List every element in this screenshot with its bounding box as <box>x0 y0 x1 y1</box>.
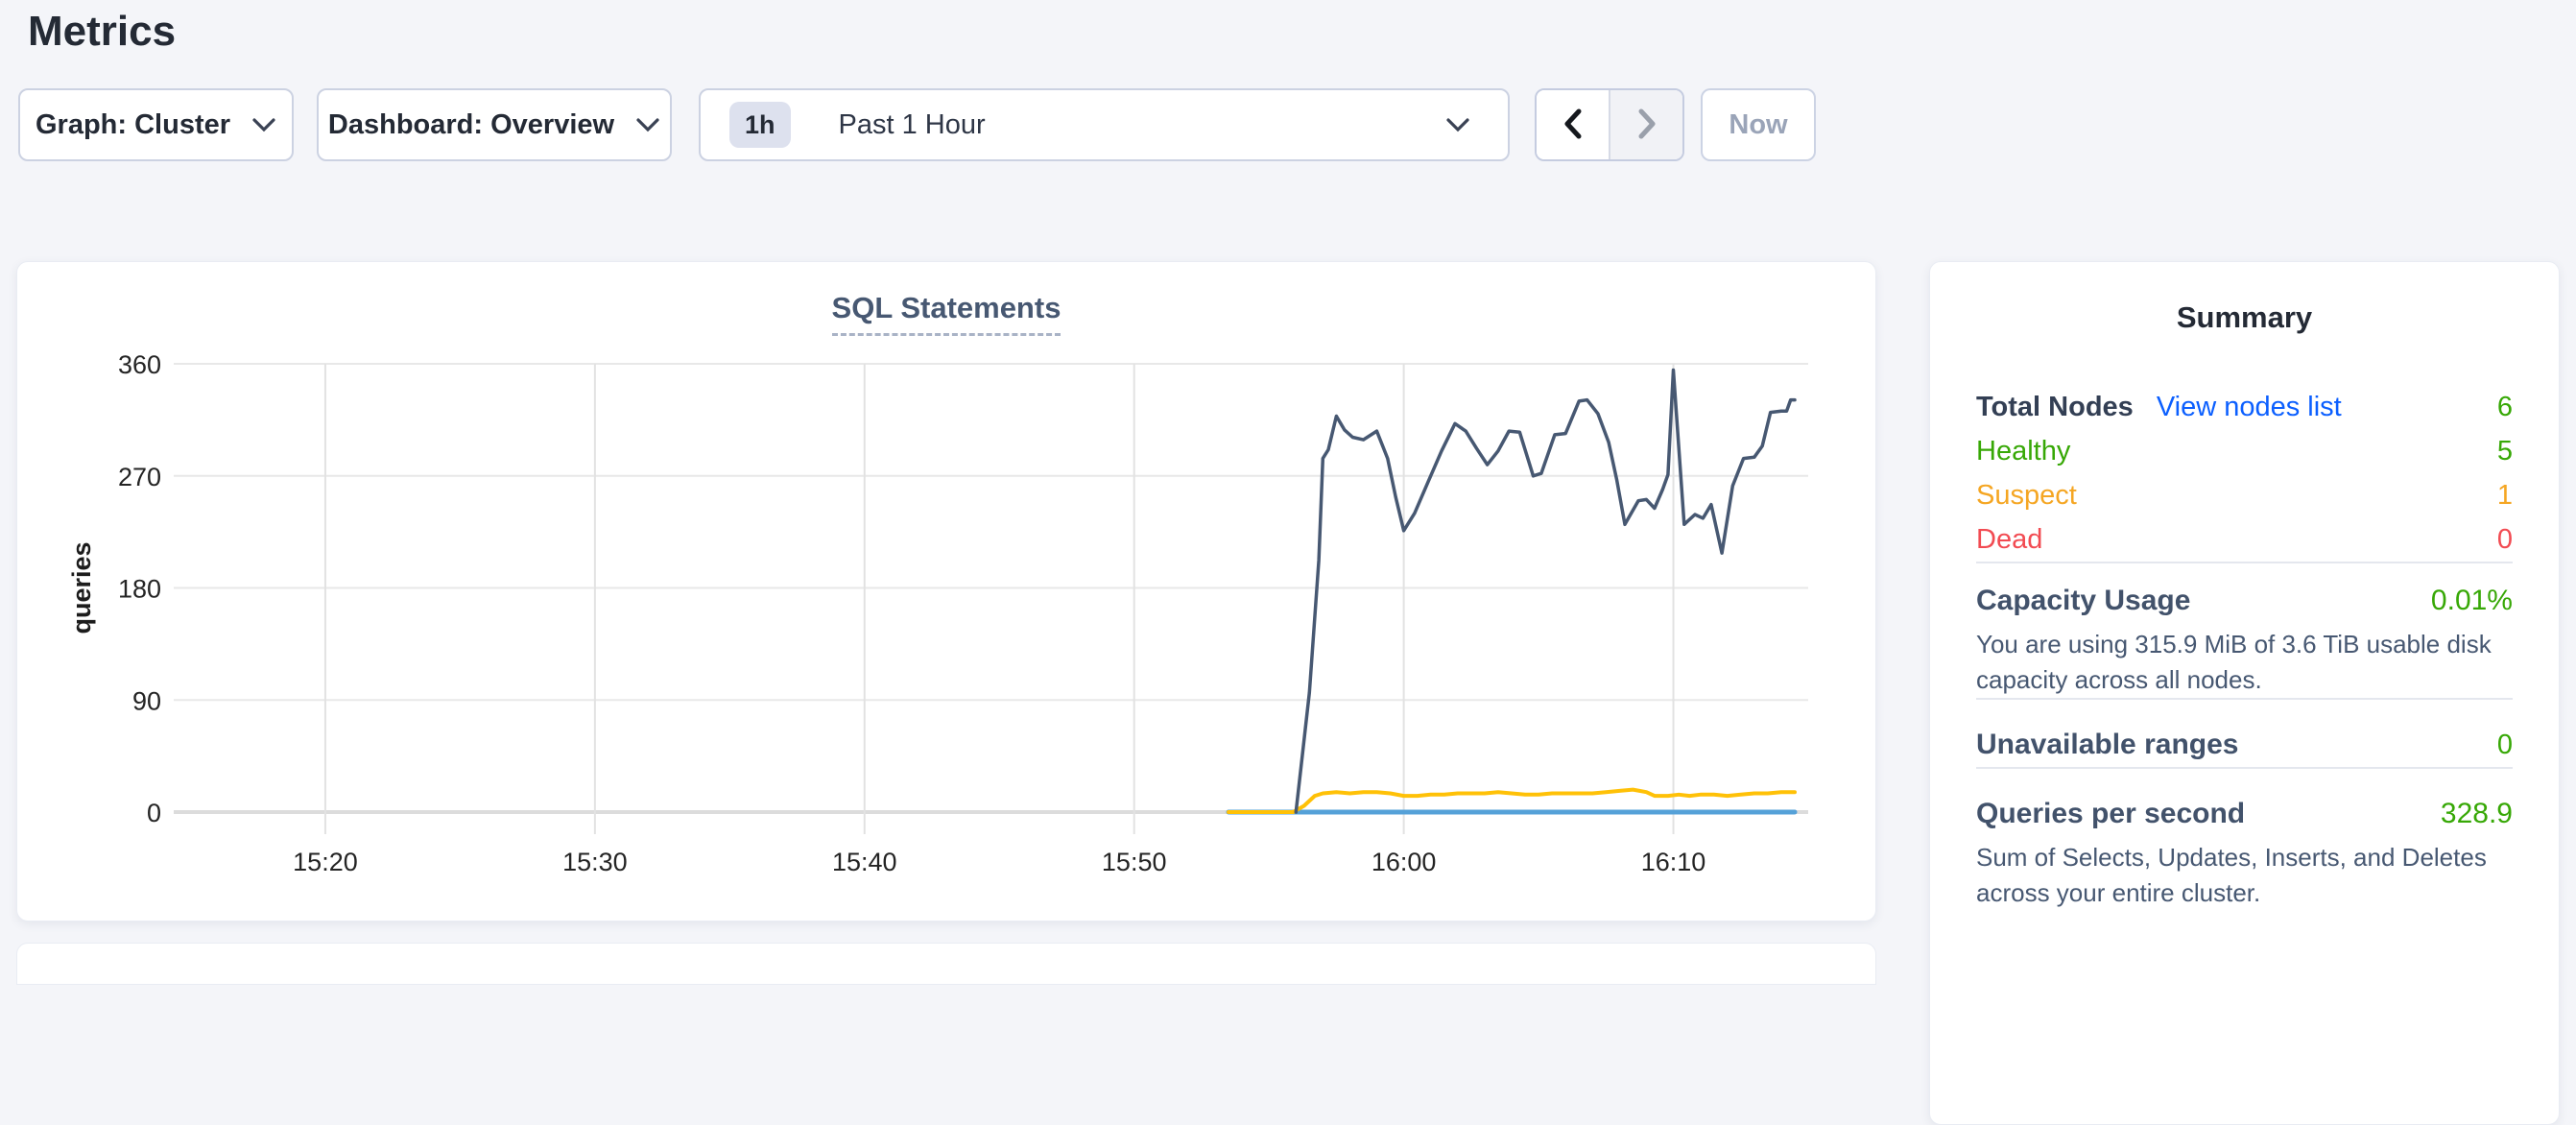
time-pager <box>1535 88 1684 161</box>
y-tick-label: 360 <box>118 350 161 379</box>
summary-card: Summary Total Nodes View nodes list 6 He… <box>1929 261 2560 1125</box>
dead-value: 0 <box>2496 523 2513 555</box>
x-tick-label: 16:00 <box>1371 848 1437 876</box>
y-axis-label: queries <box>67 541 96 634</box>
time-range-label: Past 1 Hour <box>838 108 986 140</box>
view-nodes-list-link[interactable]: View nodes list <box>2156 391 2342 422</box>
unavailable-ranges-row: Unavailable ranges 0 <box>1976 723 2513 767</box>
divider <box>1976 698 2513 700</box>
dead-nodes-row: Dead 0 <box>1976 517 2513 562</box>
chart-title-wrap: SQL Statements <box>17 291 1875 336</box>
healthy-label: Healthy <box>1976 435 2071 467</box>
chart-title[interactable]: SQL Statements <box>831 291 1061 336</box>
statements-line-navy <box>1294 368 1797 814</box>
healthy-value: 5 <box>2496 435 2513 467</box>
capacity-usage-label: Capacity Usage <box>1976 585 2191 616</box>
statements-line-yellow <box>1227 787 1797 814</box>
unavailable-ranges-label: Unavailable ranges <box>1976 729 2239 760</box>
chart-card: 0 90 180 270 360 15:20 15:30 15:40 15:50 16:00 16:… <box>16 261 1876 922</box>
chevron-left-icon <box>1559 107 1587 144</box>
chevron-down-icon <box>251 116 276 133</box>
divider <box>1976 562 2513 563</box>
graph-dropdown-label: Graph: Cluster <box>35 108 231 140</box>
queries-per-second-value: 328.9 <box>2440 798 2513 829</box>
next-time-button[interactable] <box>1609 90 1682 159</box>
dashboard-dropdown-label: Dashboard: Overview <box>327 108 615 140</box>
y-tick-label: 0 <box>147 799 161 827</box>
sql-statements-chart[interactable]: 0 90 180 270 360 15:20 15:30 15:40 15:50 16:00 16:… <box>17 262 1877 922</box>
prev-time-button[interactable] <box>1537 90 1609 159</box>
x-tick-label: 15:30 <box>562 848 628 876</box>
unavailable-ranges-value: 0 <box>2496 729 2513 760</box>
chevron-down-icon <box>1444 115 1471 134</box>
divider <box>1976 767 2513 769</box>
suspect-nodes-row: Suspect 1 <box>1976 473 2513 517</box>
x-tick-label: 15:50 <box>1102 848 1167 876</box>
time-range-badge: 1h <box>729 102 791 148</box>
y-tick-label: 180 <box>118 575 161 604</box>
dead-label: Dead <box>1976 523 2043 555</box>
capacity-usage-description: You are using 315.9 MiB of 3.6 TiB usabl… <box>1976 630 2492 694</box>
dashboard-dropdown[interactable]: Dashboard: Overview <box>317 88 672 161</box>
x-tick-label: 15:20 <box>293 848 358 876</box>
time-range-selector[interactable]: 1h Past 1 Hour <box>699 88 1510 161</box>
x-tick-label: 15:40 <box>832 848 897 876</box>
suspect-label: Suspect <box>1976 479 2077 511</box>
y-tick-label: 90 <box>132 686 161 715</box>
now-button[interactable]: Now <box>1701 88 1816 161</box>
chevron-down-icon <box>635 116 660 133</box>
page-title: Metrics <box>28 8 177 55</box>
next-chart-card <box>16 943 1876 985</box>
summary-title: Summary <box>2176 300 2313 334</box>
queries-per-second-label: Queries per second <box>1976 798 2246 829</box>
suspect-value: 1 <box>2496 479 2513 511</box>
capacity-usage-value: 0.01% <box>2430 585 2513 616</box>
healthy-nodes-row: Healthy 5 <box>1976 429 2513 473</box>
total-nodes-value: 6 <box>2496 391 2513 422</box>
queries-per-second-description: Sum of Selects, Updates, Inserts, and De… <box>1976 843 2487 907</box>
total-nodes-label: Total Nodes <box>1976 391 2134 422</box>
graph-dropdown[interactable]: Graph: Cluster <box>18 88 294 161</box>
capacity-usage-section: Capacity Usage 0.01% You are using 315.9… <box>1976 585 2513 698</box>
queries-per-second-section: Queries per second 328.9 Sum of Selects,… <box>1976 798 2513 911</box>
y-tick-label: 270 <box>118 463 161 491</box>
nodes-block: Total Nodes View nodes list 6 Healthy 5 … <box>1976 385 2513 562</box>
x-tick-label: 16:10 <box>1641 848 1706 876</box>
chevron-right-icon <box>1633 107 1661 144</box>
total-nodes-row: Total Nodes View nodes list 6 <box>1976 385 2513 429</box>
